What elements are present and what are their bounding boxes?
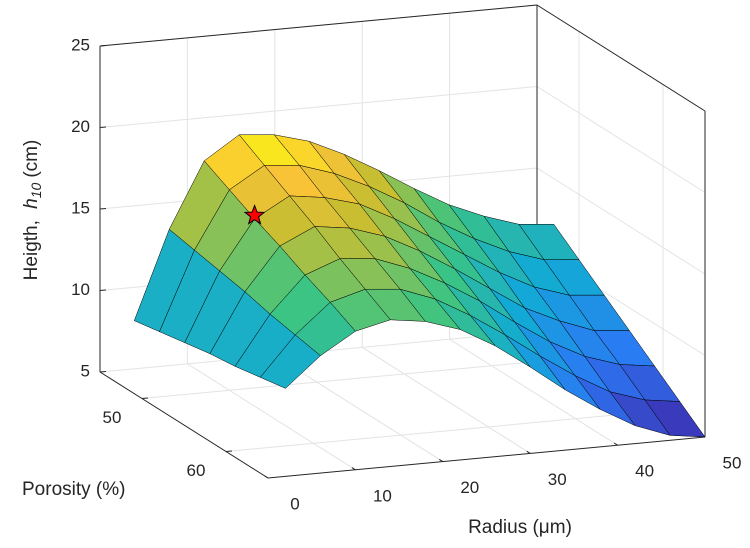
- tick-mark: [99, 371, 107, 373]
- tick-mark: [99, 126, 107, 128]
- z-label-symbol: h: [21, 198, 42, 209]
- axis-line: [99, 4, 538, 47]
- x-tick-label: 50: [723, 453, 742, 472]
- grid-line: [187, 363, 356, 471]
- tick-mark: [99, 45, 107, 47]
- tick-mark: [225, 450, 233, 452]
- marker-star: [243, 204, 266, 225]
- grid-line: [536, 167, 706, 275]
- tick-mark: [141, 397, 149, 399]
- surface-patch: [260, 334, 321, 389]
- tick-mark: [613, 442, 618, 446]
- y-tick-label: 50: [103, 408, 122, 427]
- tick-mark: [264, 475, 269, 479]
- tick-mark: [99, 289, 107, 291]
- tick-mark: [526, 450, 531, 454]
- z-tick-label: 15: [71, 198, 90, 217]
- x-tick-label: 40: [635, 462, 654, 481]
- z-tick-label: 10: [71, 280, 90, 299]
- tick-mark: [351, 467, 356, 471]
- axis-line: [267, 436, 706, 479]
- axis-line: [536, 4, 706, 112]
- surface: [134, 134, 706, 438]
- tick-mark: [439, 458, 444, 463]
- x-axis-label: Radius (μm): [468, 517, 572, 538]
- grid-line: [225, 410, 664, 452]
- x-tick-label: 20: [460, 478, 479, 497]
- grid-line: [99, 86, 538, 128]
- z-label-unit: (cm): [21, 140, 42, 178]
- grid-line: [449, 338, 618, 446]
- tick-mark: [99, 208, 107, 210]
- x-tick-label: 0: [290, 494, 299, 513]
- grid-line: [274, 355, 444, 463]
- z-axis-label: Heigth, h10 (cm): [21, 140, 44, 281]
- z-tick-label: 5: [81, 361, 90, 380]
- overlay: [243, 204, 266, 225]
- z-label-text: Heigth,: [21, 220, 42, 280]
- grid-line: [141, 357, 580, 399]
- axis-line: [99, 371, 269, 479]
- x-tick-label: 30: [548, 470, 567, 489]
- z-label-subscript: 10: [28, 182, 44, 198]
- x-tick-label: 10: [373, 486, 392, 505]
- z-tick-label: 20: [71, 117, 90, 136]
- grid-line: [536, 86, 706, 193]
- y-axis-label: Porosity (%): [22, 479, 125, 500]
- y-tick-label: 60: [187, 461, 206, 480]
- z-tick-label: 25: [71, 35, 90, 54]
- grid-line: [361, 346, 531, 454]
